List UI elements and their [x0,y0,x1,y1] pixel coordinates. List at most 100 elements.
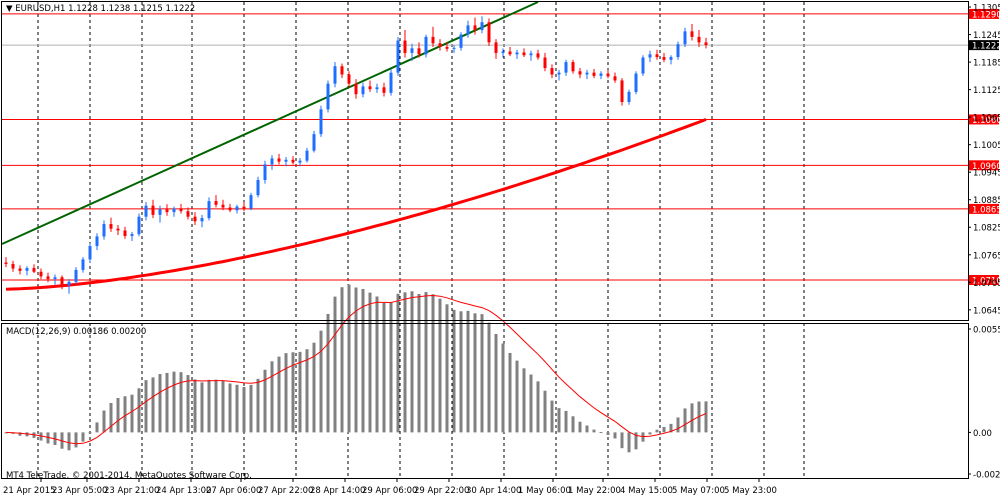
candle-body [578,71,582,75]
candle-body [193,216,197,222]
candle-body [466,25,470,35]
candle-body [564,62,568,73]
x-tick-label: 23 Apr 05:00 [52,486,107,496]
macd-bar [690,403,694,433]
macd-bar [235,384,239,433]
level-label: 1.0710 [972,277,1000,287]
macd-bar [648,432,652,435]
candle-body [354,83,358,95]
y-tick-label: 1.1065 [973,114,1000,124]
candle-body [67,281,71,286]
macd-bar [634,432,638,450]
candle-body [249,195,253,209]
candle-body [81,259,85,270]
candle-body [501,51,505,53]
macd-bar [228,383,232,433]
candle-body [326,83,330,110]
macd-bar [543,390,547,433]
x-tick-label: 1 May 22:00 [568,486,621,496]
candle-body [627,91,631,103]
candle-body [228,207,232,211]
candle-body [242,206,246,209]
macd-title: MACD(12,26,9) 0.00186 0.00200 [6,327,147,337]
candle-body [375,87,379,90]
x-tick-label: 27 Apr 22:00 [258,486,313,496]
candle-body [613,76,617,81]
macd-bar [81,432,85,442]
macd-bar [109,402,113,433]
x-tick-label: 30 Apr 14:00 [466,486,521,496]
macd-bar [319,330,323,433]
x-tick-label: 29 Apr 06:00 [362,486,417,496]
candle-body [340,66,344,75]
macd-bar [291,352,295,433]
macd-bar [585,425,589,433]
macd-bar [277,356,281,433]
trend-lines[interactable] [1,1,539,245]
macd-bar [179,372,183,433]
macd-bar [522,368,526,433]
macd-bar [403,292,407,433]
candle-body [88,246,92,260]
candle-body [424,36,428,55]
candle-body [32,268,36,272]
candle-body [95,236,99,247]
macd-tick-label: 0.00554 [973,326,1000,336]
y-tick-label: 1.1125 [973,86,1000,96]
candle-body [144,205,148,217]
macd-bar [263,369,267,433]
candle-body [403,40,407,53]
candle-body [606,73,610,77]
candle-body [186,211,190,217]
macd-bar [368,292,372,433]
candle-body [620,80,624,103]
macd-bar [312,342,316,433]
macd-bar [130,394,134,433]
macd-bar [487,322,491,433]
macd-bar [669,423,673,433]
macd-bar [704,401,708,433]
candle-body [200,218,204,222]
macd-bar [137,388,141,433]
candle-body [298,160,302,163]
candle-body [39,271,43,277]
candle-body [690,31,694,37]
candle-body [74,269,78,282]
x-tick-label: 1 May 06:00 [518,486,571,496]
macd-tick-label: 0.00 [973,429,992,439]
y-tick-label: 1.0645 [973,306,1000,316]
y-tick-label: 1.0705 [973,279,1000,289]
macd-bar [529,374,533,433]
macd-bar [466,310,470,433]
x-tick-label: 28 Apr 14:00 [310,486,365,496]
macd-bar [200,382,204,433]
macd-bar [452,309,456,433]
candle-body [697,36,701,43]
candle-body [151,205,155,215]
candle-body [214,201,218,205]
macd-bar [501,343,505,433]
x-tick-label: 27 Apr 06:00 [206,486,261,496]
candle-body [641,57,645,74]
y-tick-label: 1.1305 [973,4,1000,14]
price-chart-title: ▼ EURUSD,H1 1.1228 1.1238 1.1215 1.1222 [6,4,195,14]
macd-bar [123,396,127,433]
level-tag [969,114,999,125]
y-tick-label: 1.1245 [973,31,1000,41]
candle-body [221,204,225,208]
candle-body [60,277,64,286]
macd-bar [186,375,190,433]
macd-bar [74,432,78,448]
candle-body [116,228,120,231]
candle-body [25,268,29,271]
candle-body [676,44,680,58]
horizontal-levels[interactable]: 1.1290 1.1060 1.0960 1.0865 1.0710 [2,8,1000,287]
candle-body [102,224,106,237]
candle-body [669,57,673,60]
macd-bar [620,432,624,449]
x-tick-label: 29 Apr 22:00 [414,486,469,496]
candle-body [263,164,267,180]
macd-bar [326,313,330,433]
